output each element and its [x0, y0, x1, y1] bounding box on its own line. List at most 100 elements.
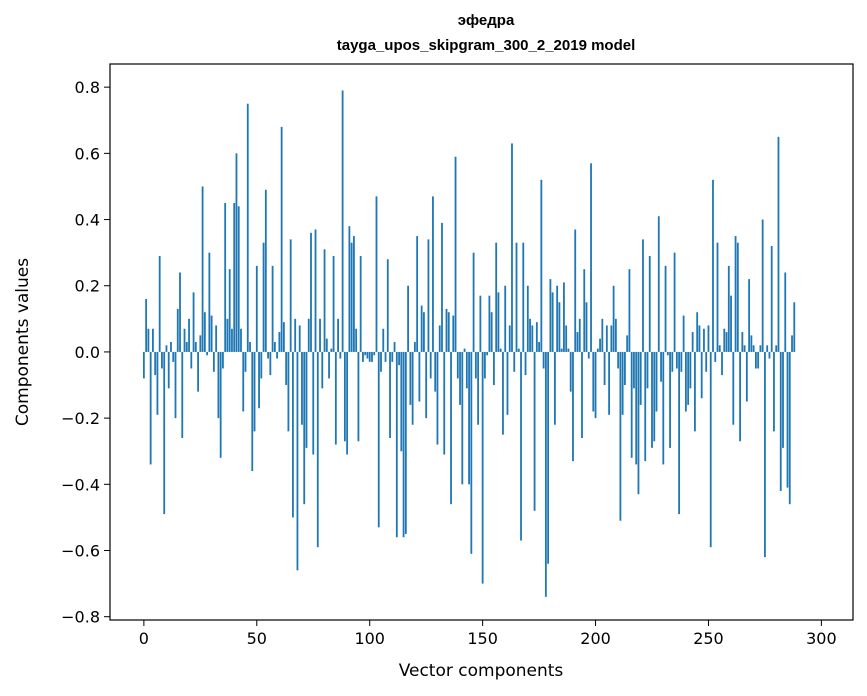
bar — [633, 351, 635, 389]
bar — [502, 351, 504, 435]
bar — [773, 351, 775, 432]
bar — [454, 156, 457, 352]
bar — [673, 252, 676, 352]
bar — [386, 259, 389, 352]
bar — [761, 219, 764, 352]
bar — [572, 351, 574, 462]
bar — [651, 351, 653, 448]
bar — [210, 315, 213, 352]
chart-subtitle: tayga_upos_skipgram_300_2_2019 model — [337, 37, 636, 54]
bar — [418, 351, 421, 402]
bar — [472, 252, 475, 352]
bar — [605, 325, 608, 352]
bar — [438, 325, 441, 352]
bar — [321, 351, 324, 389]
bar — [483, 351, 486, 379]
bar — [206, 351, 209, 356]
bar — [574, 229, 577, 352]
bar — [766, 345, 769, 352]
bar — [657, 216, 660, 352]
bar — [371, 351, 373, 362]
bar — [233, 203, 236, 352]
bar — [770, 246, 773, 352]
bar — [170, 342, 172, 352]
bar — [158, 255, 161, 352]
bar — [596, 348, 599, 352]
chart-title: эфедра — [458, 12, 515, 29]
bar — [224, 203, 227, 352]
bar — [709, 351, 712, 548]
bar — [639, 351, 642, 405]
bar — [678, 351, 681, 515]
bar — [188, 318, 190, 352]
bar — [495, 242, 498, 352]
bar — [727, 265, 730, 352]
bar — [551, 292, 554, 352]
bar — [411, 351, 414, 425]
bar — [499, 348, 502, 352]
bar — [380, 351, 382, 372]
bar — [377, 351, 380, 528]
bar — [310, 232, 312, 352]
bar — [520, 351, 522, 541]
bar — [506, 351, 509, 415]
y-tick-label: 0.4 — [75, 211, 100, 230]
bar — [479, 295, 482, 352]
bar — [723, 328, 726, 352]
bar — [662, 351, 665, 465]
y-tick-label: 0.8 — [75, 78, 100, 97]
bar — [560, 348, 563, 352]
bar — [646, 351, 649, 389]
bar — [382, 328, 385, 352]
bar — [276, 351, 279, 359]
bar — [730, 295, 732, 352]
bar — [368, 351, 371, 362]
bar — [569, 351, 572, 392]
bar — [558, 302, 561, 352]
bar — [687, 351, 690, 405]
bar — [565, 325, 568, 352]
bar — [393, 342, 396, 352]
x-tick-label: 250 — [693, 629, 724, 648]
bar — [768, 351, 771, 359]
bar — [535, 322, 538, 352]
bar — [556, 285, 559, 352]
bar — [147, 328, 150, 352]
bar — [779, 351, 782, 491]
bar — [249, 342, 251, 352]
bar — [486, 351, 489, 356]
bar — [398, 351, 400, 366]
bar — [199, 335, 202, 352]
bar — [743, 345, 746, 352]
bar — [167, 351, 170, 389]
bar — [603, 351, 606, 386]
bar — [337, 318, 339, 352]
bar — [298, 325, 301, 352]
bar — [154, 351, 157, 376]
bar — [563, 282, 565, 352]
bar — [725, 332, 728, 352]
bar — [219, 351, 222, 458]
bar — [490, 312, 493, 352]
bar — [420, 305, 423, 352]
bar — [538, 342, 540, 352]
bar — [759, 345, 762, 352]
bar — [271, 265, 274, 352]
bar — [346, 351, 349, 455]
bar — [325, 338, 328, 352]
bar — [296, 351, 299, 571]
y-tick-label: −0.6 — [61, 542, 100, 561]
bar — [628, 269, 631, 352]
bar — [748, 279, 751, 352]
bar — [752, 345, 755, 352]
bar — [488, 295, 491, 352]
bar — [273, 342, 276, 352]
bar — [427, 239, 430, 352]
bar — [642, 239, 644, 352]
bar — [718, 345, 721, 352]
bar — [547, 351, 550, 564]
bar — [664, 265, 667, 352]
bar — [513, 351, 516, 372]
bar — [434, 351, 437, 392]
bar — [163, 351, 166, 515]
